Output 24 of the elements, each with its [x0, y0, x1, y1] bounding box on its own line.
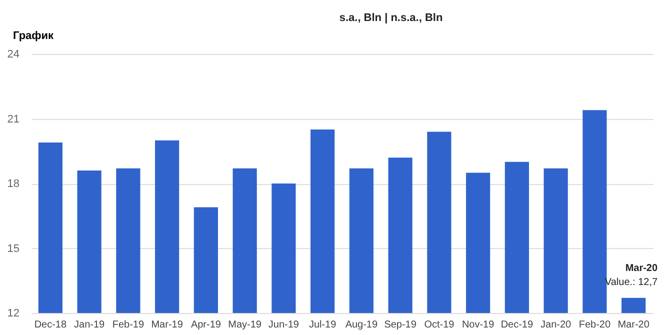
x-tick-label: Nov-19 [462, 320, 495, 330]
x-tick-label: Dec-18 [34, 320, 67, 330]
y-tick-label: 18 [7, 178, 20, 190]
x-tick-label: Mar-20 [618, 320, 650, 330]
chart-title: График [13, 30, 54, 42]
chart-subtitle: s.a., Bln | n.s.a., Bln [339, 12, 443, 24]
x-tick-label: Apr-19 [190, 320, 222, 330]
y-tick-label: 21 [7, 113, 20, 126]
x-tick-label: Aug-19 [345, 320, 378, 330]
y-tick-label: 24 [7, 48, 20, 60]
x-tick-label: Jul-19 [308, 320, 337, 330]
x-tick-label: Sep-19 [384, 320, 417, 330]
y-tick-label: 15 [7, 242, 20, 255]
x-tick-label: Oct-19 [424, 320, 455, 330]
x-tick-label: Jun-19 [268, 320, 300, 330]
x-tick-label: Jan-19 [74, 320, 106, 330]
x-tick-label: Dec-19 [500, 320, 534, 330]
x-tick-label: Feb-19 [112, 320, 144, 330]
x-tick-label: Jan-20 [540, 320, 572, 330]
y-tick-label: 12 [7, 308, 20, 320]
x-tick-label: May-19 [228, 320, 262, 330]
annotation: Mar-20 [625, 262, 658, 274]
x-tick-label: Feb-20 [578, 320, 611, 330]
x-tick-label: Mar-19 [151, 320, 184, 330]
